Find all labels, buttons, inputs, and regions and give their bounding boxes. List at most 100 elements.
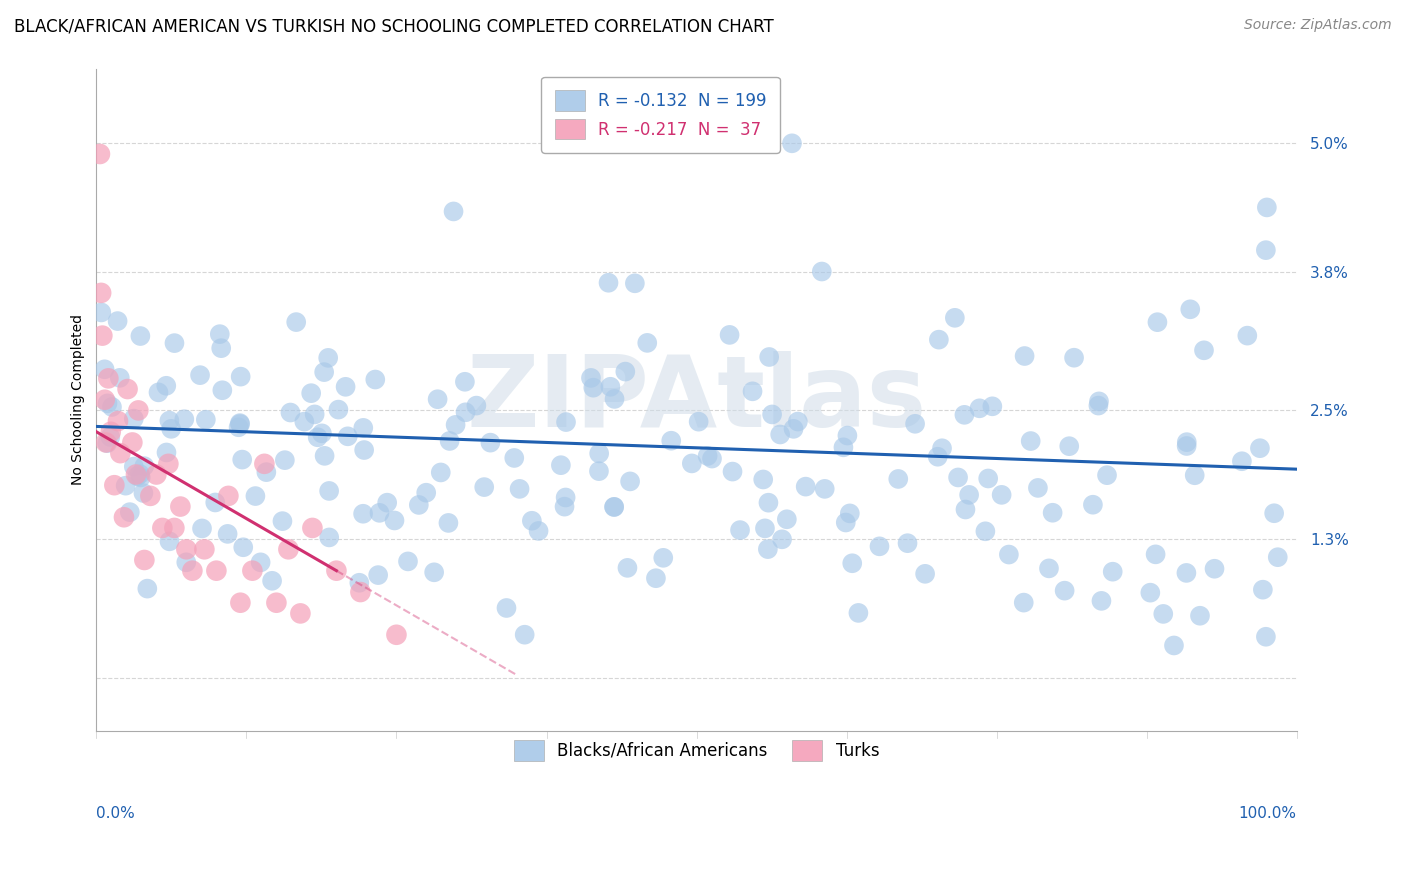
Point <box>125 467 148 482</box>
Point <box>782 422 804 436</box>
Point <box>290 607 312 621</box>
Point <box>904 417 927 431</box>
Point <box>122 411 145 425</box>
Point <box>90 305 112 319</box>
Point <box>307 430 329 444</box>
Point <box>931 442 953 456</box>
Point <box>90 285 112 300</box>
Point <box>415 485 437 500</box>
Point <box>385 628 408 642</box>
Point <box>1254 630 1277 644</box>
Point <box>1026 481 1049 495</box>
Point <box>728 523 751 537</box>
Point <box>741 384 763 399</box>
Point <box>194 412 217 426</box>
Point <box>91 328 114 343</box>
Point <box>169 500 191 514</box>
Point <box>969 401 991 416</box>
Point <box>249 555 271 569</box>
Point <box>472 480 495 494</box>
Point <box>603 500 626 514</box>
Point <box>554 491 576 505</box>
Point <box>624 277 647 291</box>
Point <box>761 408 783 422</box>
Point <box>927 450 949 464</box>
Point <box>292 415 315 429</box>
Point <box>93 362 115 376</box>
Point <box>454 375 477 389</box>
Point <box>981 400 1004 414</box>
Point <box>786 415 808 429</box>
Point <box>375 496 398 510</box>
Point <box>136 582 159 596</box>
Point <box>1081 498 1104 512</box>
Point <box>1236 328 1258 343</box>
Point <box>193 542 215 557</box>
Point <box>554 500 576 514</box>
Point <box>700 451 723 466</box>
Point <box>148 385 170 400</box>
Point <box>1042 506 1064 520</box>
Point <box>384 513 406 527</box>
Point <box>1139 585 1161 599</box>
Point <box>155 378 177 392</box>
Point <box>229 369 252 384</box>
Point <box>619 475 641 489</box>
Point <box>943 310 966 325</box>
Point <box>159 534 181 549</box>
Point <box>129 329 152 343</box>
Y-axis label: No Schooling Completed: No Schooling Completed <box>72 314 86 485</box>
Point <box>869 539 891 553</box>
Point <box>280 405 302 419</box>
Point <box>157 414 180 428</box>
Point <box>1256 201 1278 215</box>
Point <box>527 524 550 538</box>
Point <box>117 382 139 396</box>
Point <box>122 459 145 474</box>
Point <box>1019 434 1042 448</box>
Point <box>645 571 668 585</box>
Point <box>599 380 621 394</box>
Point <box>439 434 461 448</box>
Point <box>1175 435 1198 450</box>
Point <box>1012 596 1035 610</box>
Point <box>266 596 288 610</box>
Point <box>231 452 253 467</box>
Point <box>94 392 117 407</box>
Point <box>209 341 232 355</box>
Point <box>1063 351 1085 365</box>
Point <box>1249 441 1271 455</box>
Point <box>769 427 792 442</box>
Point <box>181 564 204 578</box>
Point <box>614 365 637 379</box>
Point <box>139 489 162 503</box>
Point <box>977 471 1000 485</box>
Point <box>838 507 860 521</box>
Point <box>174 555 197 569</box>
Point <box>336 429 359 443</box>
Legend: Blacks/African Americans, Turks: Blacks/African Americans, Turks <box>505 732 887 769</box>
Point <box>160 422 183 436</box>
Point <box>681 457 703 471</box>
Point <box>814 482 837 496</box>
Point <box>217 527 239 541</box>
Point <box>89 147 111 161</box>
Point <box>770 533 793 547</box>
Point <box>352 421 374 435</box>
Point <box>232 541 254 555</box>
Point <box>616 561 638 575</box>
Point <box>1144 547 1167 561</box>
Point <box>513 628 536 642</box>
Point <box>110 446 132 460</box>
Point <box>928 333 950 347</box>
Text: 0.0%: 0.0% <box>97 805 135 821</box>
Point <box>127 469 149 483</box>
Point <box>503 450 526 465</box>
Point <box>479 435 502 450</box>
Point <box>509 482 531 496</box>
Point <box>426 392 449 407</box>
Point <box>758 350 780 364</box>
Point <box>121 435 143 450</box>
Text: Source: ZipAtlas.com: Source: ZipAtlas.com <box>1244 18 1392 32</box>
Point <box>191 521 214 535</box>
